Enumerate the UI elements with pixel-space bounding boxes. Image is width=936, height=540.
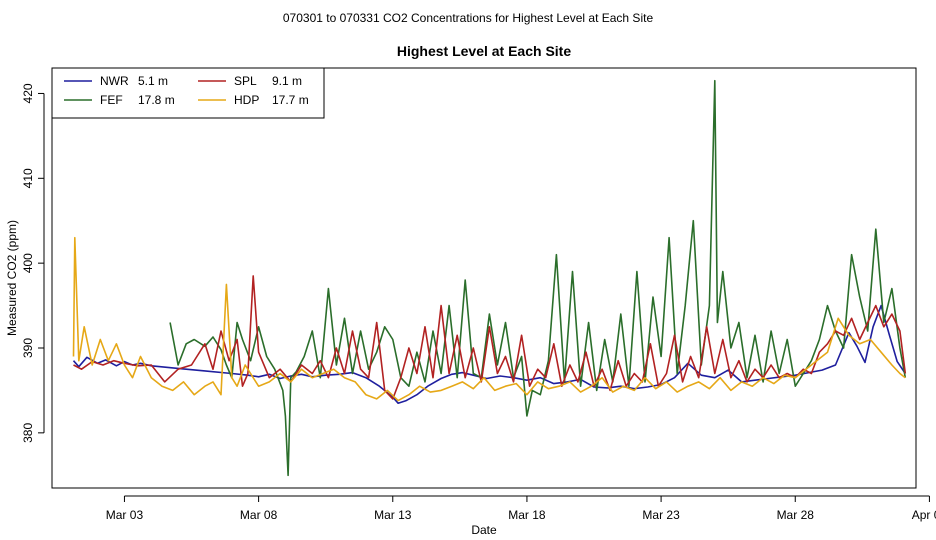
chart-title: Highest Level at Each Site <box>397 43 571 59</box>
series-line-spl <box>73 275 907 400</box>
legend-box <box>51 67 325 119</box>
y-tick-label: 420 <box>21 83 35 103</box>
x-axis-label: Date <box>471 523 497 537</box>
y-axis-label: Measured CO2 (ppm) <box>5 220 19 336</box>
plot-frame <box>51 67 917 489</box>
y-tick-label: 390 <box>21 338 35 358</box>
legend-height-fef: 17.8 m <box>138 93 175 107</box>
y-tick-label: 410 <box>21 168 35 188</box>
x-tick-label: Mar 08 <box>240 508 278 522</box>
x-tick-label: Mar 13 <box>374 508 412 522</box>
legend-name-fef: FEF <box>100 93 123 107</box>
legend-height-nwr: 5.1 m <box>138 74 168 88</box>
y-axis: 380 390 400 410 420 <box>21 83 45 443</box>
legend-name-hdp: HDP <box>234 93 259 107</box>
y-tick-label: 400 <box>21 253 35 273</box>
legend-name-spl: SPL <box>234 74 257 88</box>
y-tick-label: 380 <box>21 423 35 443</box>
x-axis: Mar 03 Mar 08 Mar 13 Mar 18 Mar 23 Mar 28 Apr … <box>106 495 936 522</box>
x-tick-label: Mar 03 <box>106 508 144 522</box>
legend-name-nwr: NWR <box>100 74 129 88</box>
legend-height-hdp: 17.7 m <box>272 93 309 107</box>
series-line-fef <box>169 79 907 477</box>
x-tick-label: Mar 23 <box>642 508 680 522</box>
series-layer <box>72 79 907 477</box>
legend: NWR 5.1 m FEF 17.8 m SPL 9.1 m HDP 17.7 m <box>51 67 325 119</box>
x-tick-label: Mar 18 <box>508 508 546 522</box>
chart-suptitle: 070301 to 070331 CO2 Concentrations for … <box>283 11 654 25</box>
series-line-hdp <box>72 236 906 402</box>
legend-height-spl: 9.1 m <box>272 74 302 88</box>
x-tick-label: Apr 02 <box>912 508 936 522</box>
x-tick-label: Mar 28 <box>777 508 815 522</box>
